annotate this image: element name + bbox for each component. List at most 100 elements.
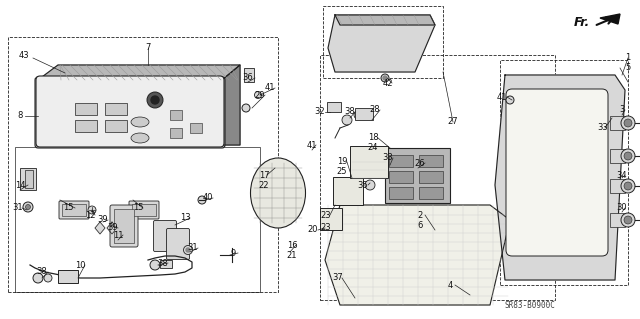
Circle shape	[342, 115, 352, 125]
Text: Fr.: Fr.	[573, 16, 590, 28]
Polygon shape	[107, 222, 117, 234]
Bar	[323, 6, 443, 78]
Bar	[355, 108, 373, 120]
Polygon shape	[222, 65, 240, 145]
Circle shape	[624, 182, 632, 190]
Bar	[244, 68, 254, 82]
Bar	[419, 171, 443, 183]
Bar	[389, 187, 413, 199]
Polygon shape	[38, 80, 222, 145]
Bar	[132, 204, 156, 216]
Text: 10: 10	[75, 261, 85, 270]
Bar	[75, 103, 97, 115]
Circle shape	[383, 76, 387, 80]
Text: 6: 6	[417, 220, 422, 229]
Bar	[58, 270, 78, 283]
Bar	[350, 146, 388, 178]
FancyBboxPatch shape	[129, 201, 159, 219]
Polygon shape	[325, 205, 510, 305]
Bar	[500, 60, 628, 285]
Text: 28: 28	[370, 106, 380, 115]
Bar	[389, 171, 413, 183]
Polygon shape	[95, 222, 105, 234]
Text: 42: 42	[383, 78, 393, 87]
Circle shape	[33, 273, 43, 283]
Text: 21: 21	[287, 250, 297, 259]
Text: 30: 30	[617, 204, 627, 212]
Circle shape	[26, 204, 31, 210]
Text: 17: 17	[259, 170, 269, 180]
Text: 36: 36	[243, 73, 253, 83]
Text: 22: 22	[259, 181, 269, 189]
Circle shape	[44, 274, 52, 282]
Text: 9: 9	[230, 249, 236, 257]
FancyBboxPatch shape	[110, 205, 138, 247]
Bar	[62, 204, 86, 216]
Bar	[105, 103, 127, 115]
Text: 33: 33	[383, 153, 394, 162]
Bar	[389, 155, 413, 167]
Bar	[610, 149, 625, 163]
Text: 34: 34	[617, 170, 627, 180]
Text: 25: 25	[337, 167, 348, 176]
Text: 4: 4	[447, 280, 452, 290]
Polygon shape	[38, 65, 240, 80]
Text: 24: 24	[368, 144, 378, 152]
Circle shape	[150, 260, 160, 270]
FancyBboxPatch shape	[154, 220, 177, 251]
Text: 39: 39	[98, 216, 108, 225]
Text: 2: 2	[417, 211, 422, 219]
Circle shape	[23, 202, 33, 212]
Text: 20: 20	[308, 226, 318, 234]
Circle shape	[621, 179, 635, 193]
Text: 41: 41	[265, 84, 275, 93]
Circle shape	[186, 248, 190, 252]
Circle shape	[621, 116, 635, 130]
Text: 1: 1	[625, 54, 630, 63]
Text: 31: 31	[188, 243, 198, 253]
Polygon shape	[495, 75, 625, 280]
Bar	[190, 123, 202, 133]
Circle shape	[381, 74, 389, 82]
FancyBboxPatch shape	[35, 77, 225, 148]
Text: 15: 15	[132, 204, 143, 212]
Circle shape	[198, 196, 206, 204]
Text: 35: 35	[358, 181, 368, 189]
Circle shape	[184, 246, 193, 255]
Bar	[170, 110, 182, 120]
Circle shape	[624, 119, 632, 127]
FancyBboxPatch shape	[59, 201, 89, 219]
Circle shape	[354, 111, 362, 119]
Text: 41: 41	[307, 140, 317, 150]
Text: 12: 12	[84, 211, 95, 219]
Circle shape	[242, 104, 250, 112]
Text: 23: 23	[321, 211, 332, 219]
Text: 19: 19	[337, 158, 348, 167]
Text: 3: 3	[620, 106, 625, 115]
Text: 38: 38	[36, 268, 47, 277]
Bar	[160, 260, 172, 268]
Text: SR83-B0900C: SR83-B0900C	[504, 300, 556, 309]
Text: 37: 37	[333, 273, 344, 283]
Text: 11: 11	[113, 231, 124, 240]
Bar	[25, 170, 33, 188]
Circle shape	[621, 149, 635, 163]
Text: 31: 31	[13, 204, 23, 212]
Bar	[419, 187, 443, 199]
Circle shape	[151, 96, 159, 104]
Bar	[105, 120, 127, 132]
FancyBboxPatch shape	[36, 76, 224, 147]
Text: 26: 26	[415, 159, 426, 167]
Circle shape	[624, 152, 632, 160]
Bar	[610, 179, 625, 193]
Text: 43: 43	[19, 50, 29, 60]
Circle shape	[506, 96, 514, 104]
Ellipse shape	[131, 117, 149, 127]
Text: 5: 5	[625, 63, 630, 72]
Polygon shape	[600, 14, 620, 24]
FancyBboxPatch shape	[506, 89, 608, 256]
Bar	[327, 102, 341, 112]
Bar	[320, 55, 555, 300]
Text: 18: 18	[368, 133, 378, 143]
Circle shape	[624, 216, 632, 224]
